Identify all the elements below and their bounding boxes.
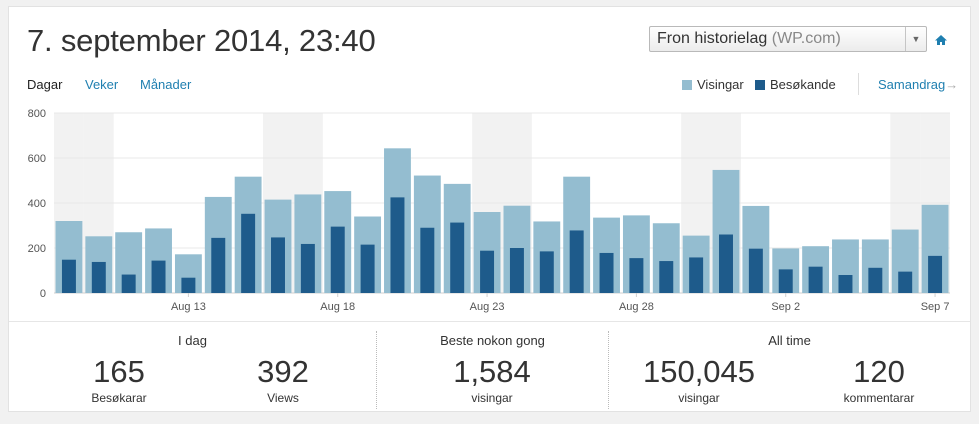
y-tick-label: 400 xyxy=(28,198,46,210)
y-tick-label: 800 xyxy=(28,108,46,120)
site-selector[interactable]: Fron historielag (WP.com) ▼ xyxy=(649,26,927,52)
bar-visitors xyxy=(599,252,614,293)
x-tick-label: Sep 2 xyxy=(771,301,800,313)
bar-visitors xyxy=(450,222,465,293)
site-suffix: (WP.com) xyxy=(771,30,841,47)
x-tick-label: Sep 7 xyxy=(921,301,950,313)
legend-views-label: Visingar xyxy=(697,77,744,92)
bar-visitors xyxy=(480,250,495,293)
home-icon[interactable] xyxy=(934,33,948,47)
legend-visitors-swatch xyxy=(755,80,765,90)
bar-visitors xyxy=(689,257,704,293)
tab-months[interactable]: Månader xyxy=(140,77,192,92)
stat-comments-value: 120 xyxy=(853,354,905,389)
bar-visitors xyxy=(629,258,644,293)
legend-visitors-label: Besøkande xyxy=(770,77,836,92)
stat-group-title: All time xyxy=(768,333,811,348)
stats-panel: 7. september 2014, 23:40 Fron historiela… xyxy=(8,6,971,412)
stat-visitors-label: Besøkarar xyxy=(91,391,147,405)
tab-days[interactable]: Dagar xyxy=(27,77,63,92)
bar-visitors xyxy=(539,251,554,293)
stat-group-title: Beste nokon gong xyxy=(440,333,545,348)
legend-views-swatch xyxy=(682,80,692,90)
bar-visitors xyxy=(898,271,913,293)
stat-comments: 120 kommentarar xyxy=(814,353,944,405)
summary-link[interactable]: Samandrag→ xyxy=(878,77,958,92)
stat-visitors: 165 Besøkarar xyxy=(69,353,169,405)
bar-visitors xyxy=(61,259,76,293)
bar-visitors xyxy=(808,266,823,293)
bar-visitors xyxy=(509,248,524,293)
bar-visitors xyxy=(181,277,196,293)
bar-visitors xyxy=(241,213,256,293)
bar-visitors xyxy=(420,227,435,293)
page-title: 7. september 2014, 23:40 xyxy=(27,23,376,58)
stat-group-alltime: All time 150,045 visingar 120 kommentara… xyxy=(609,323,970,411)
stat-alltime-views-value: 150,045 xyxy=(642,354,756,389)
stat-best-views-value: 1,584 xyxy=(453,354,531,389)
chart-bottom-divider xyxy=(9,321,970,322)
legend-views: Visingar xyxy=(682,77,744,92)
bar-visitors xyxy=(838,275,853,293)
bar-visitors xyxy=(868,267,883,293)
bar-visitors xyxy=(121,274,136,293)
bar-visitors xyxy=(330,226,345,293)
stat-alltime-views-label: visingar xyxy=(678,391,720,405)
stat-best-views-label: visingar xyxy=(471,391,513,405)
bar-visitors xyxy=(719,234,733,293)
summary-link-label: Samandrag xyxy=(878,77,946,92)
bar-visitors xyxy=(91,261,106,293)
stat-divider xyxy=(608,331,609,409)
stat-views-today: 392 Views xyxy=(233,353,333,405)
bar-visitors xyxy=(659,261,674,293)
x-tick-label: Aug 28 xyxy=(619,301,654,313)
stat-comments-label: kommentarar xyxy=(843,391,915,405)
bar-visitors xyxy=(778,269,793,293)
stat-alltime-views: 150,045 visingar xyxy=(639,353,759,405)
bar-visitors xyxy=(748,248,763,293)
y-tick-label: 0 xyxy=(40,288,46,300)
stats-summary: I dag 165 Besøkarar 392 Views Beste noko… xyxy=(9,323,972,413)
y-tick-label: 200 xyxy=(28,243,46,255)
stat-views-today-label: Views xyxy=(267,391,299,405)
traffic-chart: 0 200 400 600 800 Aug 13 Aug 18 Aug 23 Aug 28 Sep… xyxy=(28,108,950,313)
bar-visitors xyxy=(928,255,943,293)
x-tick-label: Aug 13 xyxy=(171,301,206,313)
x-tick-label: Aug 23 xyxy=(470,301,505,313)
arrow-right-icon: → xyxy=(945,77,959,92)
legend-divider xyxy=(858,73,859,95)
stat-group-today: I dag 165 Besøkarar 392 Views xyxy=(9,323,376,411)
stat-views-today-value: 392 xyxy=(257,354,309,389)
site-name: Fron historielag xyxy=(657,30,768,47)
chevron-down-icon[interactable]: ▼ xyxy=(905,27,926,51)
bar-visitors xyxy=(211,237,226,293)
stat-best-views: 1,584 visingar xyxy=(442,353,542,405)
bar-visitors xyxy=(151,260,166,293)
legend-visitors: Besøkande xyxy=(755,77,836,92)
y-tick-label: 600 xyxy=(28,153,46,165)
stat-group-title: I dag xyxy=(178,333,207,348)
stat-visitors-value: 165 xyxy=(93,354,145,389)
stat-group-best: Beste nokon gong 1,584 visingar xyxy=(377,323,608,411)
stat-divider xyxy=(376,331,377,409)
tab-weeks[interactable]: Veker xyxy=(85,77,119,92)
bar-visitors xyxy=(300,243,315,293)
x-tick-label: Aug 18 xyxy=(320,301,355,313)
bar-visitors xyxy=(271,237,285,293)
bar-visitors xyxy=(569,230,584,293)
bar-visitors xyxy=(390,197,405,293)
bar-visitors xyxy=(360,244,375,293)
